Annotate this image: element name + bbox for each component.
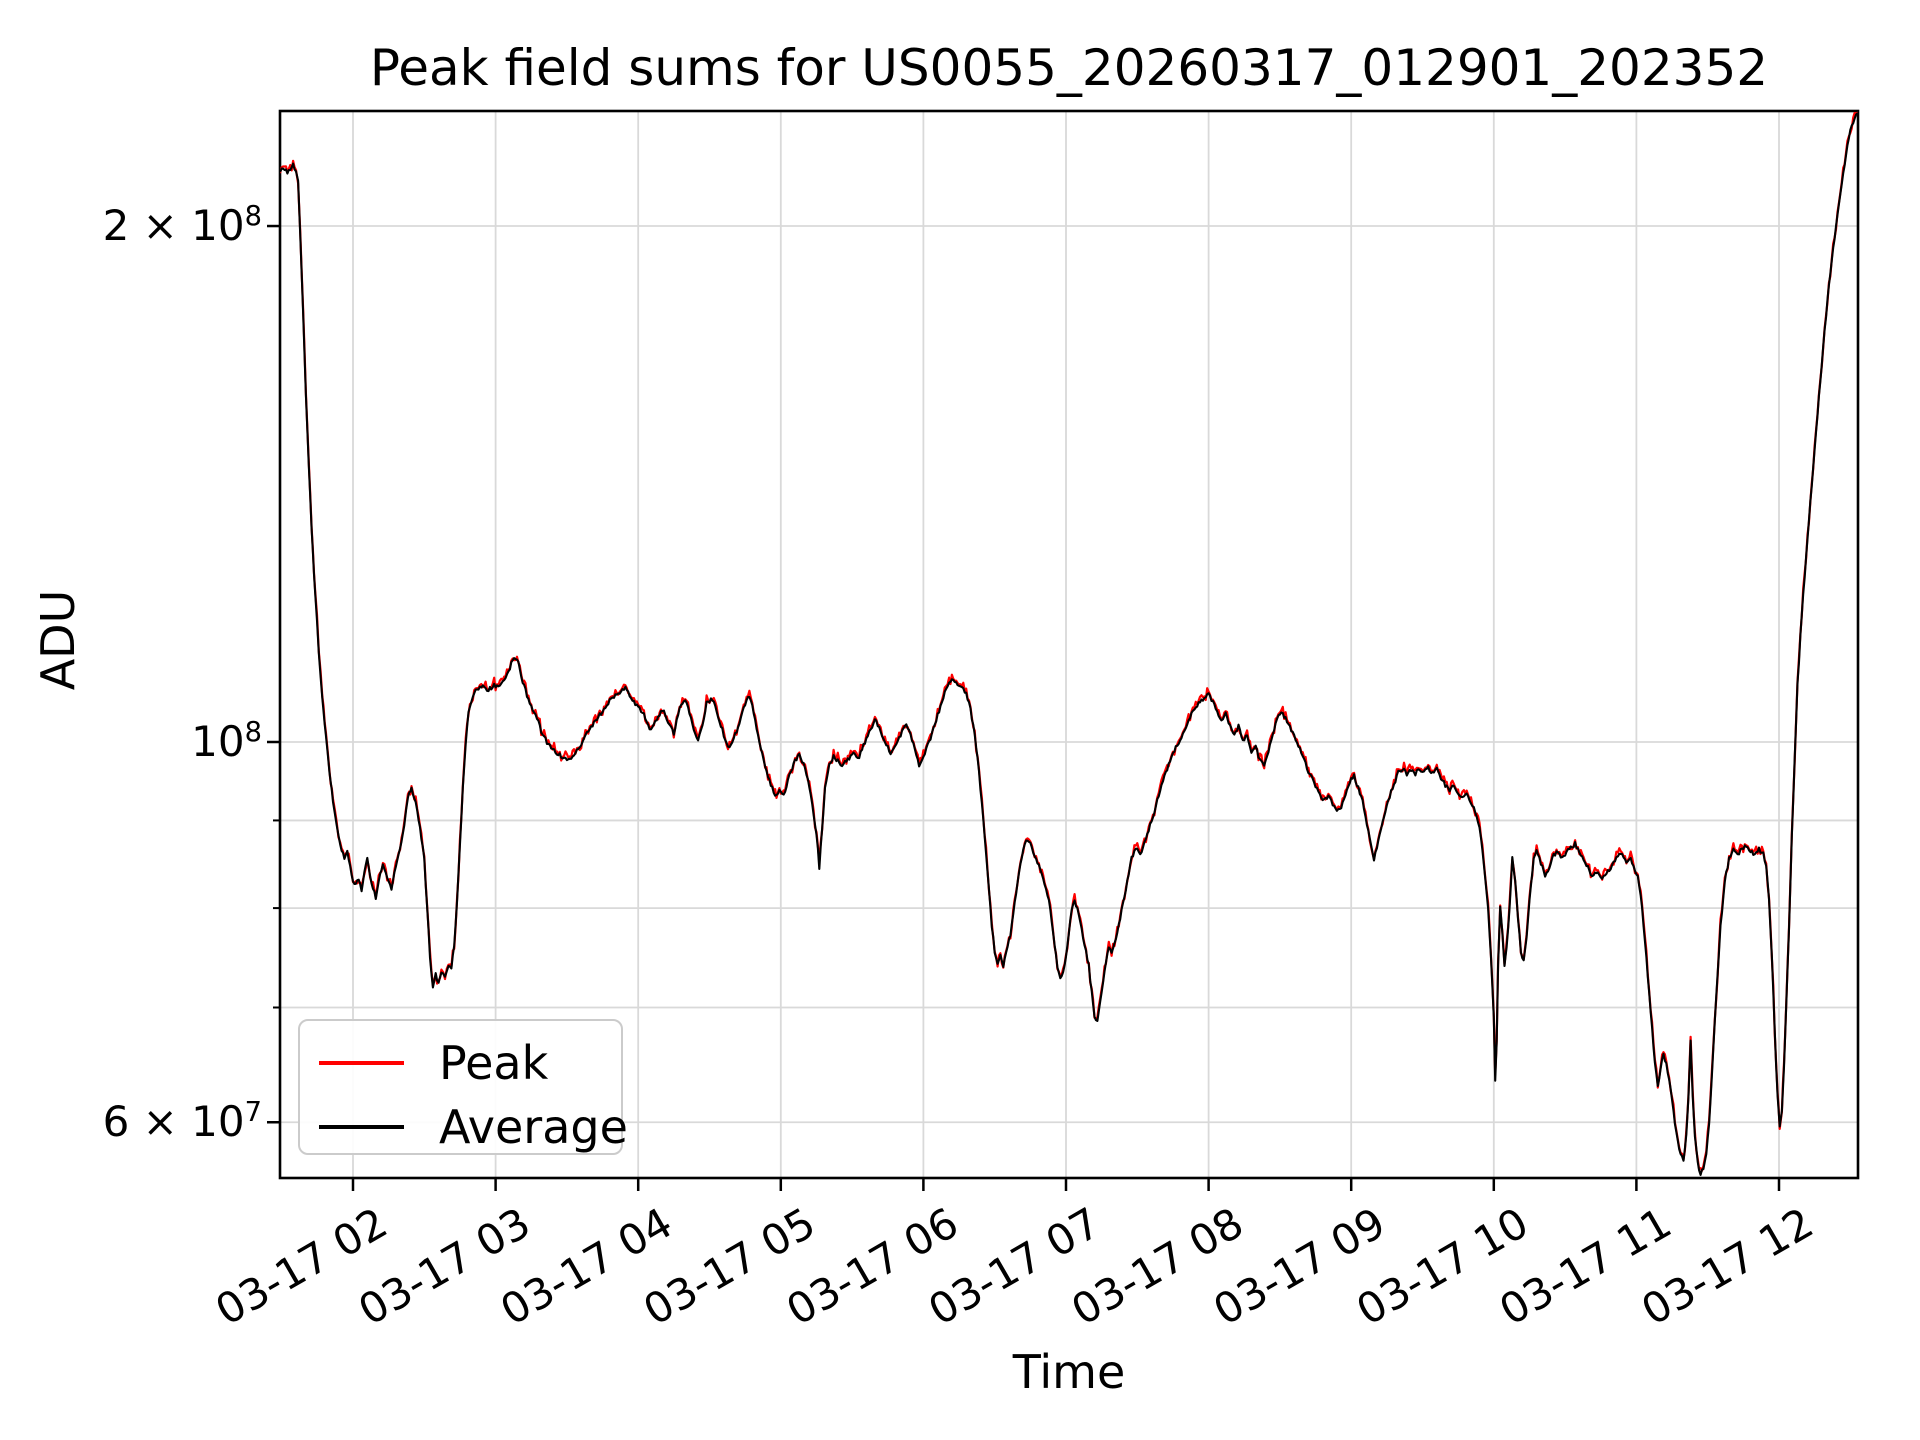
average-line-sample — [319, 1125, 404, 1129]
legend-item-peak: Peak — [300, 1037, 621, 1089]
average-series-line — [280, 112, 1858, 1176]
y-tick-text: 2 × 10 — [102, 201, 245, 251]
legend-item-average: Average — [300, 1101, 628, 1153]
y-tick-text: 6 × 10 — [102, 1097, 245, 1147]
y-tick-exponent: 8 — [244, 717, 262, 748]
chart-title: Peak field sums for US0055_20260317_0129… — [369, 39, 1769, 97]
y-tick-exponent: 7 — [244, 1097, 262, 1129]
legend-label: Average — [439, 1100, 628, 1154]
peak-series-line — [280, 111, 1858, 1172]
y-tick-label: 108 — [0, 711, 262, 773]
axes-spines — [278, 109, 1860, 1180]
legend: Peak Average — [298, 1019, 628, 1155]
y-tick-exponent: 8 — [244, 201, 262, 233]
y-tick-text: 10 — [191, 717, 245, 766]
peak-line-sample — [319, 1061, 404, 1065]
x-axis-label: Time — [1012, 1345, 1126, 1399]
legend-label: Peak — [439, 1036, 549, 1090]
y-tick-label: 6 × 107 — [0, 1091, 262, 1153]
y-tick-label: 2 × 108 — [0, 195, 262, 257]
